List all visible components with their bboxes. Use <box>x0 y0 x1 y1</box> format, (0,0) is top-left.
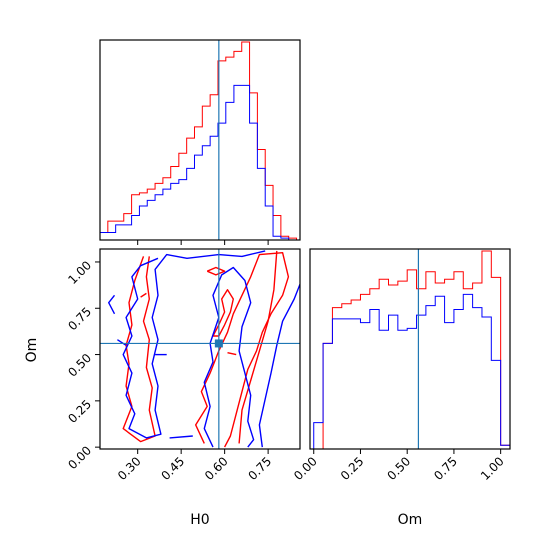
contour-xtick-label: 0.60 <box>202 454 231 483</box>
contour-ytick-label: 1.00 <box>65 258 94 287</box>
h0-marginal-red-histogram <box>100 41 300 240</box>
contour-ytick-label: 0.50 <box>65 351 94 380</box>
h0-marginal-frame <box>99 39 301 241</box>
contour-ytick-label: 0.75 <box>65 304 94 333</box>
contour-xtick-label: 0.45 <box>158 454 187 483</box>
om-marginal-panel: 0.00 0.25 0.50 0.75 1.00 <box>291 248 511 483</box>
blue-contour <box>122 250 266 439</box>
red-contour <box>122 256 156 443</box>
h0-marginal-panel <box>99 39 301 245</box>
red-contour <box>212 289 234 337</box>
blue-contour <box>108 294 116 315</box>
om-marginal-xtick-label: 0.25 <box>338 454 367 483</box>
blue-contour <box>203 266 255 448</box>
blue-contour <box>169 435 193 439</box>
red-contour <box>238 250 278 444</box>
blue-contour <box>258 283 300 448</box>
contour-ytick-label: 0.25 <box>65 397 94 426</box>
om-axis-label-y: Om <box>24 338 40 363</box>
contour-frame <box>99 248 301 450</box>
om-marginal-blue-histogram <box>313 293 510 449</box>
red-contour <box>206 266 226 276</box>
h0-marginal-blue-histogram <box>100 84 300 240</box>
om-marginal-frame <box>309 248 511 450</box>
om-marginal-xtick-label: 0.75 <box>431 454 460 483</box>
h0-om-contour-panel: 0.30 0.45 0.60 0.75 0.00 0.25 0.50 0.75 1.00 <box>65 248 301 483</box>
contour-xtick-label: 0.30 <box>115 454 144 483</box>
h0-axis-label: H0 <box>190 512 209 528</box>
red-contour <box>195 252 290 448</box>
blue-contour <box>117 339 127 346</box>
red-contour <box>140 292 147 298</box>
om-marginal-red-histogram <box>313 250 510 449</box>
truth-marker <box>214 339 223 348</box>
om-marginal-xtick-label: 0.00 <box>291 454 320 483</box>
om-marginal-xtick-label: 1.00 <box>478 454 507 483</box>
contour-ytick-label: 0.00 <box>65 443 94 472</box>
red-contour <box>227 352 237 356</box>
om-axis-label-x: Om <box>398 512 423 528</box>
om-marginal-xtick-label: 0.50 <box>385 454 414 483</box>
contour-xtick-label: 0.75 <box>245 454 274 483</box>
